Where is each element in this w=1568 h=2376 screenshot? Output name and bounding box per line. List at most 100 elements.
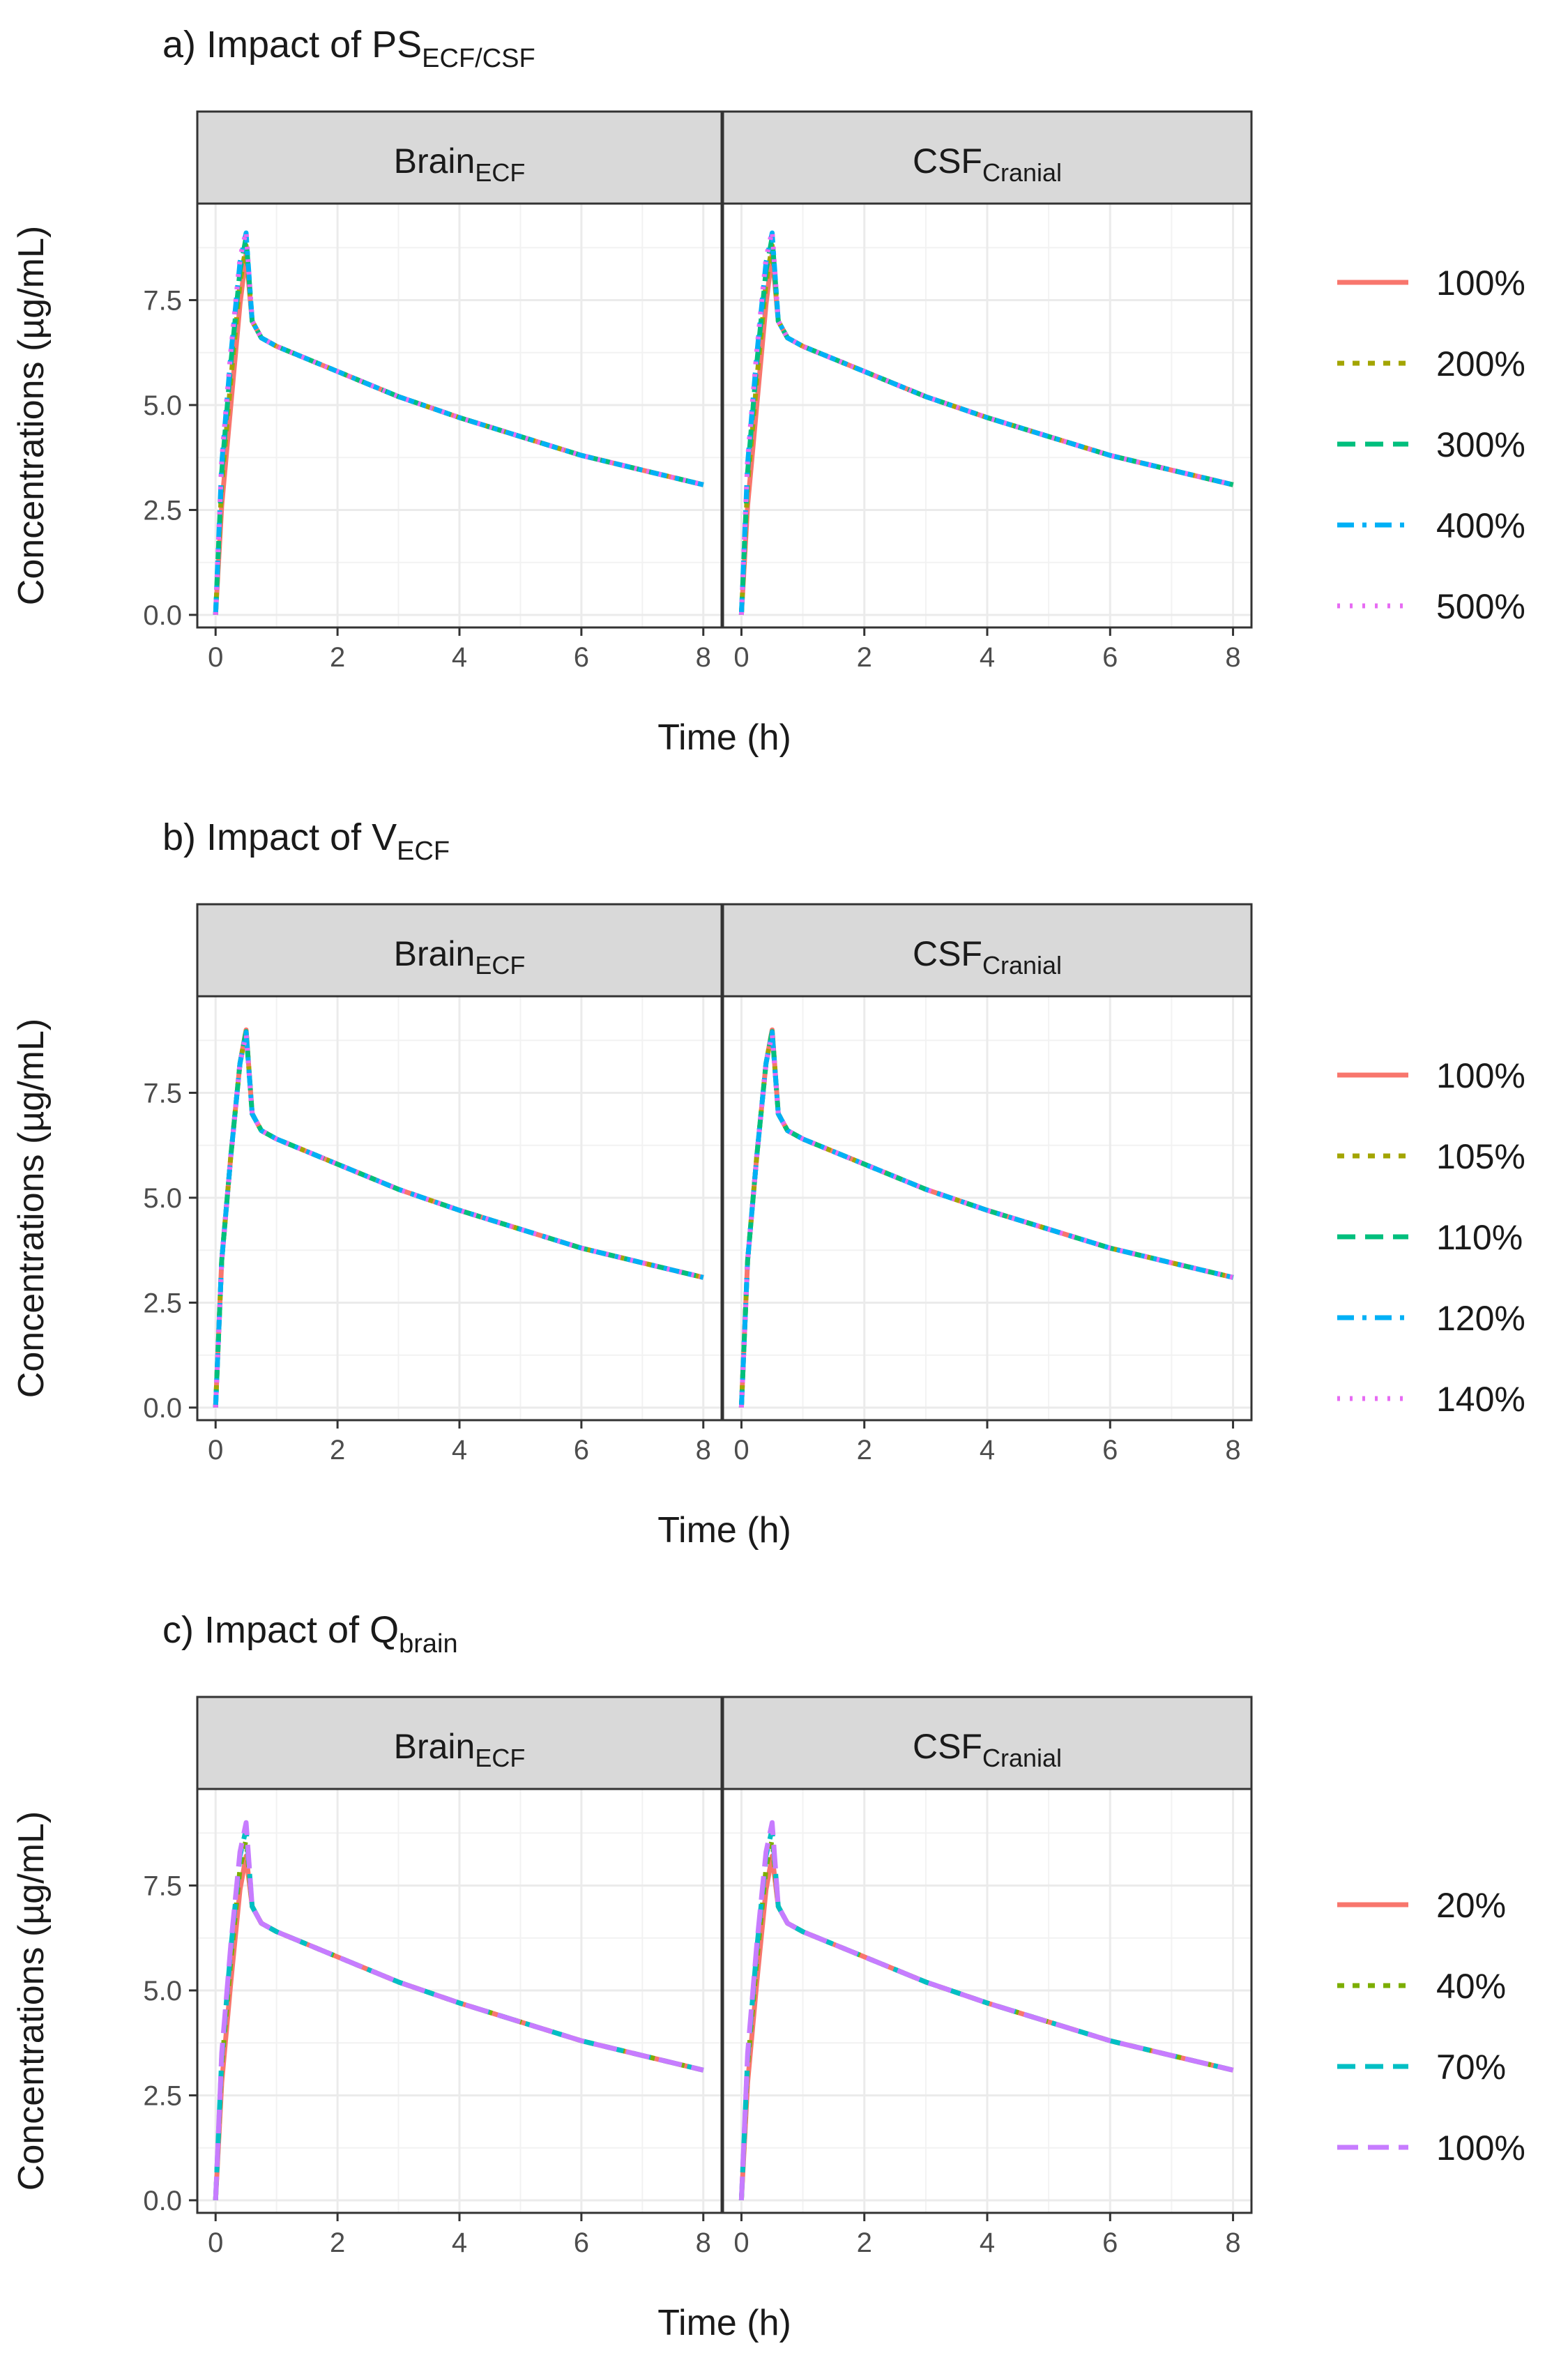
y-axis-label: Concentrations (µg/mL): [11, 1811, 52, 2191]
x-tick-label: 4: [452, 1435, 467, 1465]
chart-section-a: a) Impact of PSECF/CSF BrainECF 0 2 4 6 8 0.0 2.…: [11, 24, 1525, 758]
series-line-200pct: [213, 243, 704, 616]
legend-label: 70%: [1436, 2048, 1506, 2087]
chart-title: a) Impact of PSECF/CSF: [162, 24, 535, 73]
x-tick-label: 8: [696, 2228, 711, 2258]
series-line-400pct: [738, 230, 1234, 616]
x-tick-label: 0: [733, 1435, 749, 1465]
x-tick-label: 6: [574, 642, 589, 673]
legend-label: 20%: [1436, 1886, 1506, 1925]
x-tick-label: 6: [574, 1435, 589, 1465]
facet-label: CSFCranial: [913, 142, 1062, 187]
y-tick-label: 0.0: [143, 1393, 182, 1424]
chart-title: b) Impact of VECF: [162, 816, 450, 866]
legend-label: 105%: [1436, 1137, 1525, 1176]
x-tick-label: 6: [574, 2228, 589, 2258]
y-tick-label: 0.0: [143, 2186, 182, 2216]
legend: 100% 200% 300% 400% 500%: [1337, 264, 1525, 626]
facet-panel: CSFCranial 0 2 4 6 8: [722, 1696, 1253, 2258]
legend-label: 140%: [1436, 1380, 1525, 1419]
x-tick-label: 2: [857, 642, 872, 673]
facet-panel: BrainECF 0 2 4 6 8 0.0 2.5 5.0 7.5: [143, 1696, 723, 2258]
series-line-300pct: [213, 234, 704, 616]
chart-title: c) Impact of Qbrain: [162, 1609, 458, 1659]
legend-label: 120%: [1436, 1299, 1525, 1338]
series-line-110pct: [213, 1029, 704, 1408]
series-line-100pct: [738, 1820, 1234, 2201]
facet-strip: [196, 1696, 723, 1790]
series-line-110pct: [738, 1029, 1234, 1408]
x-tick-label: 4: [452, 642, 467, 673]
legend-label: 40%: [1436, 1967, 1506, 2006]
y-tick-label: 7.5: [143, 1871, 182, 1901]
x-tick-label: 6: [1102, 2228, 1118, 2258]
x-tick-label: 2: [330, 2228, 345, 2258]
y-tick-label: 5.0: [143, 390, 182, 421]
x-tick-label: 0: [208, 2228, 223, 2258]
facet-label: CSFCranial: [913, 1727, 1062, 1772]
y-tick-label: 5.0: [143, 1976, 182, 2006]
series-line-140pct: [213, 1031, 704, 1408]
x-tick-label: 0: [208, 1435, 223, 1465]
x-tick-label: 2: [330, 642, 345, 673]
facet-panel: CSFCranial 0 2 4 6 8: [722, 903, 1253, 1465]
facet-label: BrainECF: [394, 934, 526, 980]
chart-section-c: c) Impact of Qbrain BrainECF 0 2 4 6 8 0.0 2.5 5.…: [11, 1609, 1525, 2343]
legend-label: 400%: [1436, 506, 1525, 545]
x-tick-label: 8: [1225, 1435, 1240, 1465]
x-tick-label: 4: [980, 642, 995, 673]
y-tick-label: 7.5: [143, 1078, 182, 1109]
x-axis-label: Time (h): [657, 1510, 791, 1551]
facet-label: BrainECF: [394, 1727, 526, 1772]
legend: 100% 105% 110% 120% 140%: [1337, 1056, 1525, 1419]
legend-label: 110%: [1436, 1218, 1523, 1257]
x-tick-label: 6: [1102, 1435, 1118, 1465]
x-tick-label: 4: [980, 1435, 995, 1465]
legend-label: 200%: [1436, 344, 1525, 383]
legend-label: 300%: [1436, 425, 1525, 464]
legend-label: 500%: [1436, 587, 1525, 626]
x-tick-label: 4: [452, 2228, 467, 2258]
x-tick-label: 8: [696, 1435, 711, 1465]
x-tick-label: 6: [1102, 642, 1118, 673]
legend-label: 100%: [1436, 1056, 1525, 1095]
legend-label: 100%: [1436, 264, 1525, 303]
x-tick-label: 4: [980, 2228, 995, 2258]
x-tick-label: 8: [696, 642, 711, 673]
x-axis-label: Time (h): [657, 717, 791, 758]
facet-strip: [722, 110, 1253, 205]
y-tick-label: 0.0: [143, 600, 182, 631]
series-line-400pct: [213, 230, 704, 616]
series-line-500pct: [738, 228, 1234, 616]
x-tick-label: 0: [208, 642, 223, 673]
x-tick-label: 2: [857, 2228, 872, 2258]
x-tick-label: 0: [733, 642, 749, 673]
y-axis-label: Concentrations (µg/mL): [11, 226, 52, 605]
legend-label: 100%: [1436, 2128, 1525, 2168]
x-tick-label: 8: [1225, 2228, 1240, 2258]
y-tick-label: 5.0: [143, 1183, 182, 1214]
series-line-300pct: [738, 234, 1234, 616]
facet-strip: [722, 903, 1253, 998]
series-line-100pct: [213, 1820, 704, 2201]
x-tick-label: 2: [857, 1435, 872, 1465]
y-tick-label: 7.5: [143, 285, 182, 316]
series-line-140pct: [738, 1031, 1234, 1408]
y-tick-label: 2.5: [143, 495, 182, 526]
facet-strip: [196, 110, 723, 205]
facet-label: BrainECF: [394, 142, 526, 187]
y-tick-label: 2.5: [143, 2080, 182, 2111]
facet-panel: BrainECF 0 2 4 6 8 0.0 2.5 5.0 7.5: [143, 110, 723, 673]
x-tick-label: 2: [330, 1435, 345, 1465]
x-tick-label: 0: [733, 2228, 749, 2258]
x-axis-label: Time (h): [657, 2303, 791, 2343]
facet-strip: [722, 1696, 1253, 1790]
x-tick-label: 8: [1225, 642, 1240, 673]
facet-label: CSFCranial: [913, 934, 1062, 980]
chart-section-b: b) Impact of VECF BrainECF 0 2 4 6 8 0.0 2.5 5.0 7…: [11, 816, 1525, 1551]
y-axis-label: Concentrations (µg/mL): [11, 1019, 52, 1398]
facet-panel: CSFCranial 0 2 4 6 8: [722, 110, 1253, 673]
legend: 20% 40% 70% 100%: [1337, 1886, 1525, 2168]
facet-panel: BrainECF 0 2 4 6 8 0.0 2.5 5.0 7.5: [143, 903, 723, 1465]
